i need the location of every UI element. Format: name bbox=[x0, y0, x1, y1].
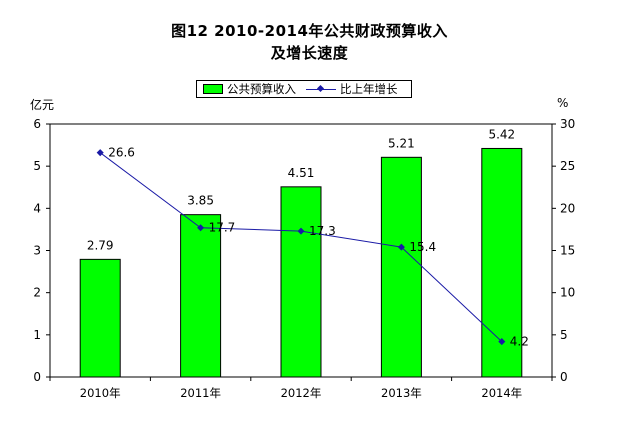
y-right-tick-label: 5 bbox=[560, 328, 568, 342]
legend-bar-label: 公共预算收入 bbox=[227, 82, 296, 96]
chart-title-line1: 图12 2010-2014年公共财政预算收入 bbox=[171, 22, 448, 40]
x-category-label: 2012年 bbox=[281, 386, 322, 400]
y-left-tick-label: 1 bbox=[33, 328, 41, 342]
y-right-tick-label: 15 bbox=[560, 244, 575, 258]
bar bbox=[280, 186, 322, 378]
legend-line-marker-icon bbox=[306, 84, 336, 94]
growth-point bbox=[96, 149, 104, 157]
growth-data-label: 26.6 bbox=[108, 146, 135, 160]
x-category-label: 2014年 bbox=[481, 386, 522, 400]
bar bbox=[79, 258, 121, 378]
growth-point bbox=[297, 227, 305, 235]
growth-point bbox=[197, 224, 205, 232]
y-right-tick-label: 20 bbox=[560, 201, 575, 215]
chart-title-line2: 及增长速度 bbox=[270, 44, 349, 62]
y-right-tick-label: 25 bbox=[560, 159, 575, 173]
bar bbox=[180, 214, 222, 378]
y-left-tick-label: 3 bbox=[33, 244, 41, 258]
bar-data-label: 2.79 bbox=[87, 238, 114, 252]
y-right-tick-label: 0 bbox=[560, 370, 568, 384]
growth-data-label: 17.7 bbox=[209, 221, 236, 235]
bar-data-label: 5.21 bbox=[388, 136, 415, 150]
y-right-tick-label: 30 bbox=[560, 117, 575, 131]
growth-point bbox=[397, 243, 405, 251]
legend-line-label: 比上年增长 bbox=[340, 82, 398, 96]
bar-data-label: 3.85 bbox=[187, 194, 214, 208]
y-left-tick-label: 5 bbox=[33, 159, 41, 173]
y-left-unit: 亿元 bbox=[30, 98, 55, 112]
y-right-tick-label: 10 bbox=[560, 286, 575, 300]
growth-data-label: 15.4 bbox=[409, 240, 436, 254]
bar-data-label: 5.42 bbox=[488, 127, 515, 141]
y-left-tick-label: 4 bbox=[33, 201, 41, 215]
y-left-tick-label: 2 bbox=[33, 286, 41, 300]
x-category-label: 2013年 bbox=[381, 386, 422, 400]
growth-data-label: 17.3 bbox=[309, 224, 336, 238]
y-left-tick-label: 6 bbox=[33, 117, 41, 131]
y-right-unit: % bbox=[557, 96, 569, 110]
y-left-tick-label: 0 bbox=[33, 370, 41, 384]
legend: 公共预算收入 比上年增长 bbox=[196, 80, 412, 98]
bar-data-label: 4.51 bbox=[288, 166, 315, 180]
growth-point bbox=[498, 338, 506, 346]
legend-bar-swatch bbox=[203, 84, 223, 94]
x-category-label: 2010年 bbox=[80, 386, 121, 400]
growth-data-label: 4.2 bbox=[510, 335, 529, 349]
x-category-label: 2011年 bbox=[180, 386, 221, 400]
bar bbox=[380, 156, 422, 378]
